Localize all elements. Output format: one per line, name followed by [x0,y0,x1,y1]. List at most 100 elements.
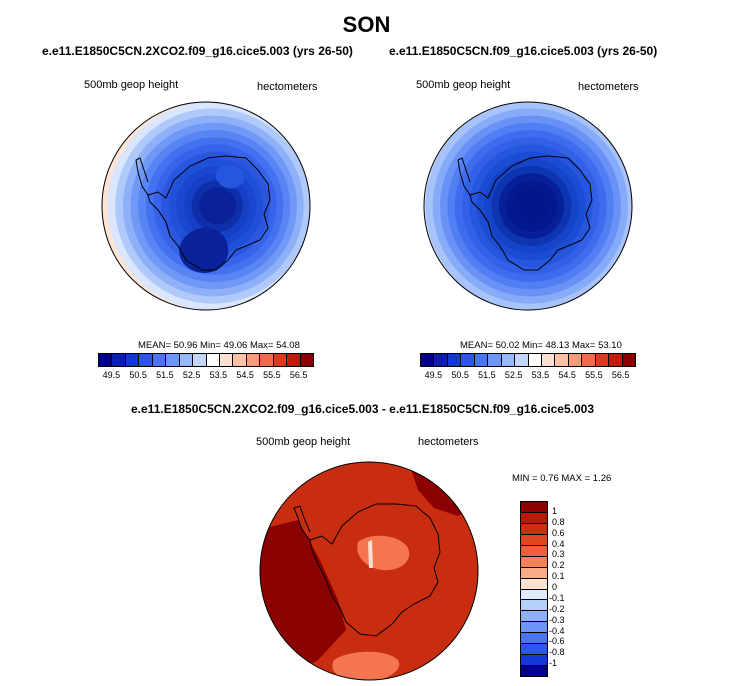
diff-lowest-center [368,540,373,568]
colorbar-tick-label: 53.5 [531,370,550,380]
colorbar-tick-label: 49.5 [424,370,443,380]
left-high-lobe [215,165,245,189]
colorbar-tick-label: -0.1 [549,592,565,603]
colorbar-tick-label: 52.5 [182,370,201,380]
right-antarctica-coastline [469,155,593,271]
left-polar-map [101,101,311,311]
left-peninsula [135,157,149,196]
diff-colorbar-ticks: 1 0.8 0.6 0.4 0.3 0.2 0.1 0 -0.1 -0.2 -0.3 -0.4 -0.6… [549,501,592,675]
colorbar-swatch [622,354,635,366]
colorbar-tick-label: -0.3 [549,614,565,625]
colorbar-tick-label: 55.5 [263,370,281,380]
colorbar-swatch [166,354,180,366]
colorbar-tick-label: 1 [552,505,558,516]
colorbar-tick-label: 49.5 [102,370,121,380]
colorbar-swatch [521,622,547,634]
colorbar-tick-label: 0.6 [552,527,565,538]
diff-low-region-south [332,651,400,680]
left-colorbar [98,353,314,367]
colorbar-swatch [521,502,547,513]
diff-units-label: hectometers [418,436,479,448]
colorbar-tick-label: -0.4 [549,625,565,636]
colorbar-tick-label: 50.5 [451,370,469,380]
colorbar-swatch [139,354,153,366]
colorbar-swatch [447,354,462,366]
colorbar-swatch [521,512,547,524]
colorbar-swatch [474,354,489,366]
colorbar-tick-label: -0.6 [549,636,565,647]
colorbar-tick-label: 0.3 [552,549,565,560]
colorbar-swatch [609,354,623,366]
colorbar-swatch [521,545,547,557]
colorbar-swatch [112,354,126,366]
diff-antarctica-coastline [309,503,441,637]
colorbar-swatch [521,523,547,535]
right-colorbar [420,353,636,367]
right-variable-label: 500mb geop height [416,79,511,91]
figure-title: SON [342,12,391,37]
right-polar-map [423,101,633,311]
colorbar-tick-label: -0.8 [549,647,565,658]
colorbar-swatch [521,611,547,623]
colorbar-swatch [260,354,274,366]
diff-panel-title: e.e11.E1850C5CN.2XCO2.f09_g16.cice5.003 … [131,402,594,416]
colorbar-swatch [541,354,556,366]
colorbar-tick-label: 53.5 [209,370,228,380]
colorbar-swatch [521,534,547,546]
colorbar-swatch [219,354,234,366]
colorbar-tick-label: 0.1 [552,571,565,582]
left-panel-title: e.e11.E1850C5CN.2XCO2.f09_g16.cice5.003 … [42,44,353,58]
colorbar-swatch [595,354,610,366]
right-units-label: hectometers [578,81,639,93]
contour-band [513,187,551,225]
colorbar-swatch [501,354,516,366]
colorbar-swatch [521,600,547,612]
colorbar-swatch [125,354,140,366]
colorbar-swatch [488,354,502,366]
colorbar-tick-label: 52.5 [504,370,523,380]
colorbar-swatch [99,354,113,366]
colorbar-tick-label: 0 [552,582,558,592]
left-stats: MEAN= 50.96 Min= 49.06 Max= 54.08 [138,340,300,351]
colorbar-tick-label: 51.5 [478,370,496,380]
diff-colorbar [520,501,548,677]
diff-polar-map [259,461,479,681]
right-panel-title: e.e11.E1850C5CN.f09_g16.cice5.003 (yrs 2… [389,44,658,58]
right-stats: MEAN= 50.02 Min= 48.13 Max= 53.10 [460,340,622,351]
colorbar-swatch [273,354,288,366]
colorbar-swatch [193,354,207,366]
left-units-label: hectometers [257,81,318,93]
left-map-contours [102,102,310,310]
colorbar-swatch [179,354,194,366]
colorbar-swatch [246,354,261,366]
colorbar-swatch [461,354,475,366]
diff-stats: MIN = 0.76 MAX = 1.26 [512,473,612,484]
colorbar-swatch [528,354,542,366]
colorbar-tick-label: 0.8 [552,516,565,527]
colorbar-tick-label: 50.5 [129,370,147,380]
colorbar-swatch [287,354,301,366]
colorbar-swatch [515,354,529,366]
colorbar-swatch [434,354,448,366]
left-antarctica-coastline [147,155,271,271]
colorbar-swatch [206,354,220,366]
diff-variable-label: 500mb geop height [256,436,351,448]
colorbar-tick-label: -1 [549,658,558,669]
colorbar-swatch [582,354,596,366]
colorbar-swatch [568,354,583,366]
left-low-center [179,227,229,273]
colorbar-tick-label: 54.5 [558,370,576,380]
colorbar-swatch [521,644,547,656]
right-peninsula [457,157,471,196]
colorbar-tick-label: 56.5 [289,370,308,380]
contour-band [199,187,236,225]
colorbar-swatch [521,589,547,601]
colorbar-swatch [521,655,547,667]
colorbar-swatch [300,354,313,366]
colorbar-tick-label: 0.2 [552,560,565,571]
colorbar-tick-label: 56.5 [611,370,630,380]
colorbar-tick-label: 55.5 [585,370,603,380]
colorbar-swatch [555,354,569,366]
colorbar-tick-label: 54.5 [236,370,254,380]
colorbar-tick-label: 0.4 [552,538,565,549]
